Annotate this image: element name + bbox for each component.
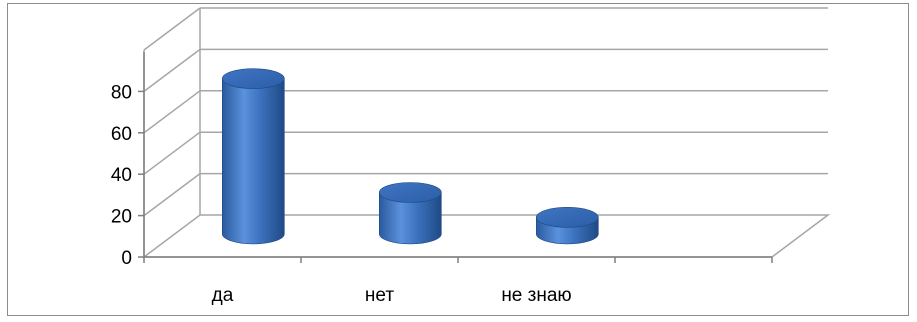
y-tick-labels: 0 20 40 60 80 (111, 82, 132, 269)
axes (138, 52, 773, 263)
bar-top-2 (535, 207, 599, 228)
bar-body-0 (222, 78, 285, 245)
bars (222, 68, 599, 245)
chart-frame (7, 3, 909, 316)
bar-top-0 (222, 68, 285, 89)
y-tick-label-80: 80 (111, 82, 132, 103)
bar-body-1 (379, 192, 442, 245)
gridline-side-60 (143, 90, 201, 134)
category-labels: да нет не знаю (212, 285, 572, 306)
bar-1 (378, 182, 442, 245)
gridline-side-100 (143, 7, 201, 51)
category-label-1: нет (365, 285, 394, 306)
gridline-side-20 (143, 173, 201, 217)
y-tick-label-0: 0 (121, 248, 132, 269)
y-tick-label-20: 20 (111, 207, 132, 228)
y-tick-label-60: 60 (111, 124, 132, 145)
y-tick-label-40: 40 (111, 165, 132, 186)
gridline-side-40 (143, 131, 201, 175)
bar-top-1 (378, 182, 442, 203)
gridlines (143, 7, 828, 217)
bar-0 (222, 68, 285, 245)
category-label-0: да (212, 285, 234, 306)
category-label-2: не знаю (501, 285, 571, 306)
gridline-side-80 (143, 48, 201, 93)
bar-2 (535, 207, 599, 245)
